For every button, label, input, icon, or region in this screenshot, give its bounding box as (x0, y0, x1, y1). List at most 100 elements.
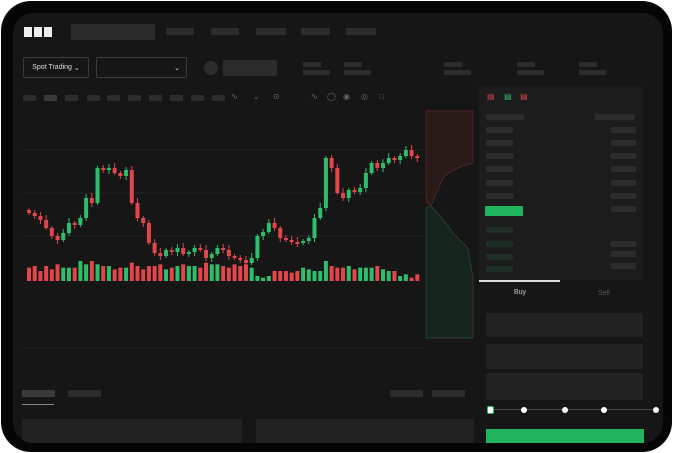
volume-bar (175, 266, 180, 281)
timeframe-button[interactable] (23, 95, 36, 101)
candle (249, 258, 254, 263)
volume-bar (72, 267, 77, 281)
fullscreen-icon[interactable]: □ (379, 92, 384, 101)
timeframe-button[interactable] (149, 95, 162, 101)
book-bids-icon[interactable]: ▤ (504, 92, 512, 101)
tab-order-history[interactable] (68, 390, 101, 397)
timeframe-button[interactable] (107, 95, 120, 101)
volume-bar (289, 272, 294, 281)
price-chart[interactable] (13, 108, 478, 373)
timeframe-button[interactable] (128, 95, 141, 101)
candle (415, 156, 420, 158)
candle (346, 190, 351, 198)
candle (409, 150, 414, 156)
candle (198, 248, 203, 250)
timeframe-button[interactable] (65, 95, 78, 101)
spot-trading-button[interactable]: Spot Trading ⌄ (23, 57, 89, 78)
candle (72, 223, 77, 225)
volume-bar (118, 267, 123, 281)
app-screen: Spot Trading ⌄ ⌄ ∿ ⌄ ⊙ ∿ ◯ ◉ ◎ □ ▤ ▤ ▤ B… (13, 13, 663, 443)
timeframe-button[interactable] (170, 95, 183, 101)
ask-price (486, 180, 513, 186)
chart-type-icon[interactable]: ⌄ (253, 92, 260, 101)
search-bar[interactable] (71, 24, 155, 40)
volume-bar (192, 266, 197, 281)
buy-submit-button[interactable] (486, 429, 644, 443)
nav-item[interactable] (166, 28, 194, 35)
volume-bar (312, 271, 317, 281)
book-both-icon[interactable]: ▤ (487, 92, 495, 101)
volume-bar (215, 264, 220, 281)
slider-step-25[interactable] (521, 407, 527, 413)
indicator-icon[interactable]: ∿ (231, 92, 238, 101)
candle (44, 220, 49, 228)
timeframe-icon[interactable]: ⊙ (273, 92, 280, 101)
candle (318, 208, 323, 218)
amount-input[interactable] (486, 344, 643, 369)
slider-handle[interactable] (487, 406, 494, 414)
nav-item[interactable] (346, 28, 376, 35)
tab-buy[interactable]: Buy (514, 289, 527, 296)
amount-slider[interactable] (489, 409, 657, 410)
slider-step-50[interactable] (562, 407, 568, 413)
book-asks-icon[interactable]: ▤ (520, 92, 528, 101)
price-input[interactable] (486, 313, 643, 337)
nav-item[interactable] (256, 28, 286, 35)
filter-button[interactable] (390, 390, 423, 397)
candle (221, 248, 226, 250)
tab-sell[interactable]: Sell (598, 290, 610, 297)
slider-step-75[interactable] (601, 407, 607, 413)
tab-open-orders[interactable] (22, 390, 55, 397)
pair-dropdown[interactable]: ⌄ (96, 57, 187, 78)
volume-bar (261, 277, 266, 281)
candle (369, 163, 374, 173)
candle (95, 168, 100, 203)
volume-bar (301, 267, 306, 281)
candle (84, 198, 89, 218)
timeframe-button[interactable] (191, 95, 204, 101)
stat-value (303, 70, 330, 75)
candle (226, 250, 231, 256)
camera-icon[interactable]: ◉ (343, 92, 350, 101)
ruler-icon[interactable]: ◯ (327, 92, 336, 101)
nav-item[interactable] (301, 28, 330, 35)
candle (238, 258, 243, 260)
pair-name (223, 60, 277, 76)
candle (158, 253, 163, 256)
timeframe-button[interactable] (87, 95, 100, 101)
candle (78, 218, 83, 225)
ask-size (611, 153, 636, 159)
spot-trading-label: Spot Trading (32, 64, 72, 71)
slider-step-100[interactable] (653, 407, 659, 413)
candle (152, 243, 157, 253)
candle (55, 236, 60, 240)
volume-bar (329, 266, 334, 281)
candle (164, 250, 169, 256)
depth-bids (425, 205, 474, 339)
ask-price (486, 193, 513, 199)
candle (118, 173, 123, 176)
timeframe-button[interactable] (44, 95, 57, 101)
settings-icon[interactable]: ◎ (361, 92, 368, 101)
candle (301, 241, 306, 243)
volume-bar (358, 267, 363, 281)
volume-bar (186, 266, 191, 281)
candle (381, 163, 386, 168)
volume-bar (135, 266, 140, 281)
total-input[interactable] (486, 373, 643, 400)
volume-bar (101, 266, 106, 281)
volume-bar (226, 267, 231, 281)
volume-bar (232, 264, 237, 281)
filter-button[interactable] (432, 390, 465, 397)
volume-bar (392, 271, 397, 281)
stat-value (444, 70, 471, 75)
nav-item[interactable] (211, 28, 239, 35)
candle (27, 210, 31, 213)
volume-bar (95, 264, 100, 281)
volume-bar (49, 269, 54, 281)
line-tool-icon[interactable]: ∿ (311, 92, 318, 101)
timeframe-button[interactable] (212, 95, 225, 101)
volume-bar (403, 274, 408, 281)
volume-bar (44, 266, 49, 281)
